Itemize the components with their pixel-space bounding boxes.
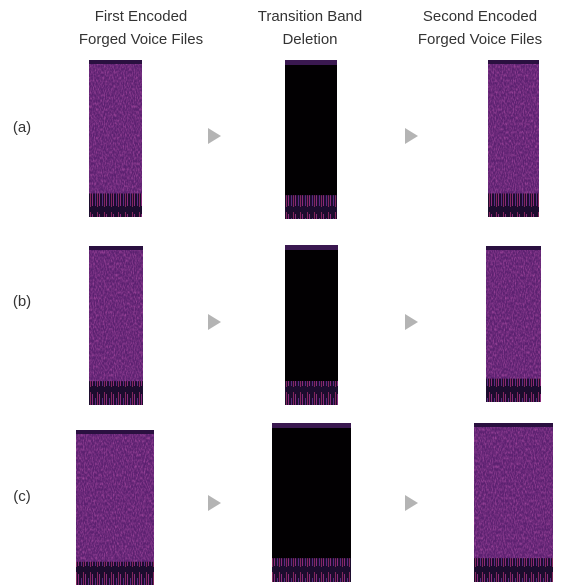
spectrogram-bottom (488, 193, 539, 217)
spectrogram-top (285, 245, 338, 250)
column-title: Second Encoded (423, 8, 537, 25)
column-title: Forged Voice Files (79, 31, 203, 48)
row-label: (a) (13, 119, 31, 136)
spectrogram-top (89, 246, 143, 250)
filtered-spectrogram (285, 60, 337, 219)
spectrogram (89, 60, 142, 217)
spectrogram (474, 423, 553, 582)
spectrogram (76, 430, 154, 585)
row-label: (b) (13, 293, 31, 310)
arrow (208, 495, 221, 511)
spectrogram-top (486, 246, 541, 250)
spectrogram-bottom (89, 193, 142, 217)
spectrogram-top (285, 60, 337, 65)
arrow (208, 128, 221, 144)
column-title: First Encoded (95, 8, 188, 25)
spectrogram-bottom (474, 558, 553, 582)
figure: First Encoded Forged Voice Files Transit… (0, 0, 567, 585)
spectrogram-top (89, 60, 142, 64)
arrow (208, 314, 221, 330)
spectrogram (488, 60, 539, 217)
spectrogram-bottom (486, 379, 541, 402)
filtered-spectrogram (272, 423, 351, 582)
spectrogram-bottom (285, 195, 337, 219)
arrow (405, 314, 418, 330)
arrow (405, 128, 418, 144)
spectrogram-top (272, 423, 351, 428)
column-title: Deletion (282, 31, 337, 48)
filtered-spectrogram (285, 245, 338, 405)
page: {"columns": [ {"line1": "First Encoded",… (0, 0, 567, 585)
spectrogram-top (488, 60, 539, 64)
spectrogram-bottom (89, 381, 143, 405)
spectrogram (486, 246, 541, 402)
spectrogram-top (76, 430, 154, 434)
spectrogram-bottom (76, 562, 154, 585)
spectrogram-top (474, 423, 553, 427)
spectrogram-bottom (285, 381, 338, 405)
arrow (405, 495, 418, 511)
row-label: (c) (13, 488, 31, 505)
spectrogram (89, 246, 143, 405)
spectrogram-bottom (272, 558, 351, 582)
column-title: Forged Voice Files (418, 31, 542, 48)
column-title: Transition Band (258, 8, 363, 25)
